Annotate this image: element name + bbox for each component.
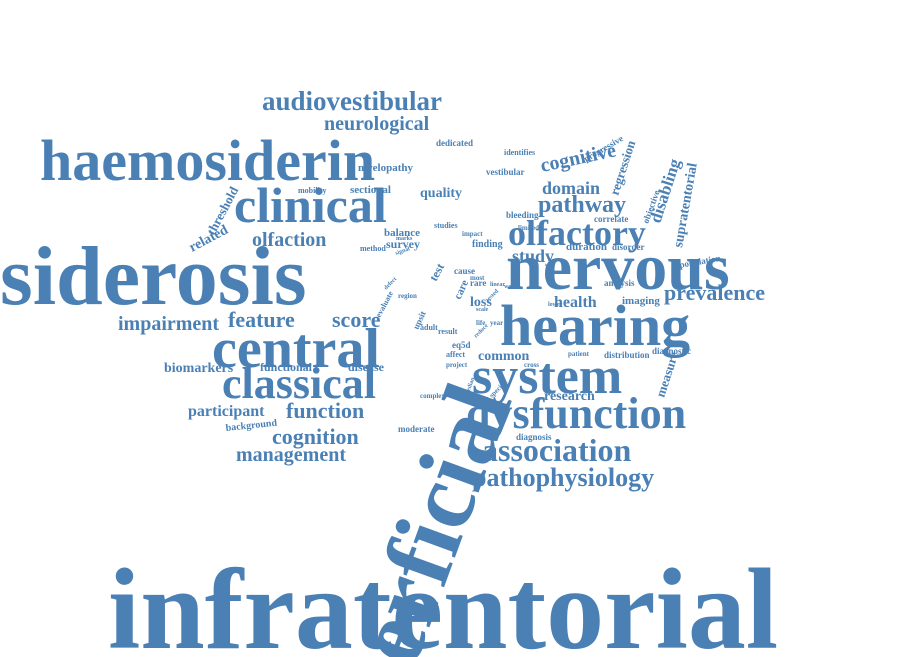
word-studies: studies	[434, 221, 458, 230]
word-pathophysiology: pathophysiology	[472, 463, 654, 492]
word-work: work	[504, 284, 518, 290]
word-myelopathy: myelopathy	[358, 162, 414, 174]
word-disorder: disorder	[612, 242, 645, 252]
word-prevalence: prevalence	[664, 280, 765, 305]
word-method: method	[360, 244, 386, 253]
word-patient: patient	[568, 350, 590, 358]
word-care: care	[452, 278, 471, 301]
word-function: function	[286, 398, 364, 423]
word-impact: impact	[462, 230, 483, 238]
word-analysis: analysis	[604, 278, 635, 288]
word-identifies: identifies	[504, 148, 535, 157]
word-affect: affect	[446, 350, 465, 359]
word-moderate: moderate	[398, 424, 434, 434]
word-feature: feature	[228, 307, 295, 332]
word-adult: adult	[420, 323, 438, 332]
word-quality: quality	[420, 186, 462, 201]
word-olfaction: olfaction	[252, 229, 326, 251]
word-correlate: correlate	[594, 214, 628, 224]
word-defect: defect	[383, 276, 398, 291]
word-region: region	[398, 292, 417, 300]
word-finding: finding	[472, 239, 503, 250]
word-vestibular: vestibular	[486, 167, 525, 177]
word-research: research	[544, 389, 595, 404]
word-diagnostic: diagnostic	[652, 346, 691, 356]
word-impairment: impairment	[118, 313, 219, 335]
word-lower: lower	[548, 302, 563, 308]
word-bleeding: bleeding	[506, 210, 539, 220]
word-common: common	[478, 349, 530, 364]
word-sectional: sectional	[350, 184, 391, 196]
word-biomarkers: biomarkers	[164, 361, 234, 376]
word-most: most	[470, 274, 485, 282]
word-cross: cross	[524, 361, 539, 369]
word-study: study	[512, 246, 554, 266]
word-tested: tested	[485, 288, 500, 303]
word-project: project	[446, 361, 468, 369]
word-evaluate: evaluate	[374, 289, 396, 319]
word-functional: functional	[260, 360, 313, 374]
word-audiovestibular: audiovestibular	[262, 86, 442, 116]
word-distribution: distribution	[604, 350, 650, 360]
word-dedicated: dedicated	[436, 138, 473, 148]
word-domain: domain	[542, 178, 600, 198]
word-marks: marks	[396, 236, 413, 242]
word-result: result	[438, 327, 458, 336]
word-duration: duration	[566, 241, 607, 253]
word-limited: limited	[518, 224, 539, 232]
word-mobility: mobility	[298, 186, 326, 195]
word-score: score	[332, 307, 381, 332]
word-year: year	[490, 319, 503, 327]
word-complex: complex	[420, 392, 445, 400]
word-disease: disease	[348, 360, 385, 374]
word-neurological: neurological	[324, 113, 430, 135]
word-scale: scale	[476, 307, 489, 313]
word-test: test	[426, 261, 447, 283]
word-imaging: imaging	[622, 295, 660, 307]
word-background: background	[225, 418, 278, 434]
word-management: management	[236, 444, 346, 466]
word-eq5d: eq5d	[452, 340, 471, 350]
word-diagnosis: diagnosis	[516, 432, 552, 442]
word-participant: participant	[188, 403, 265, 420]
